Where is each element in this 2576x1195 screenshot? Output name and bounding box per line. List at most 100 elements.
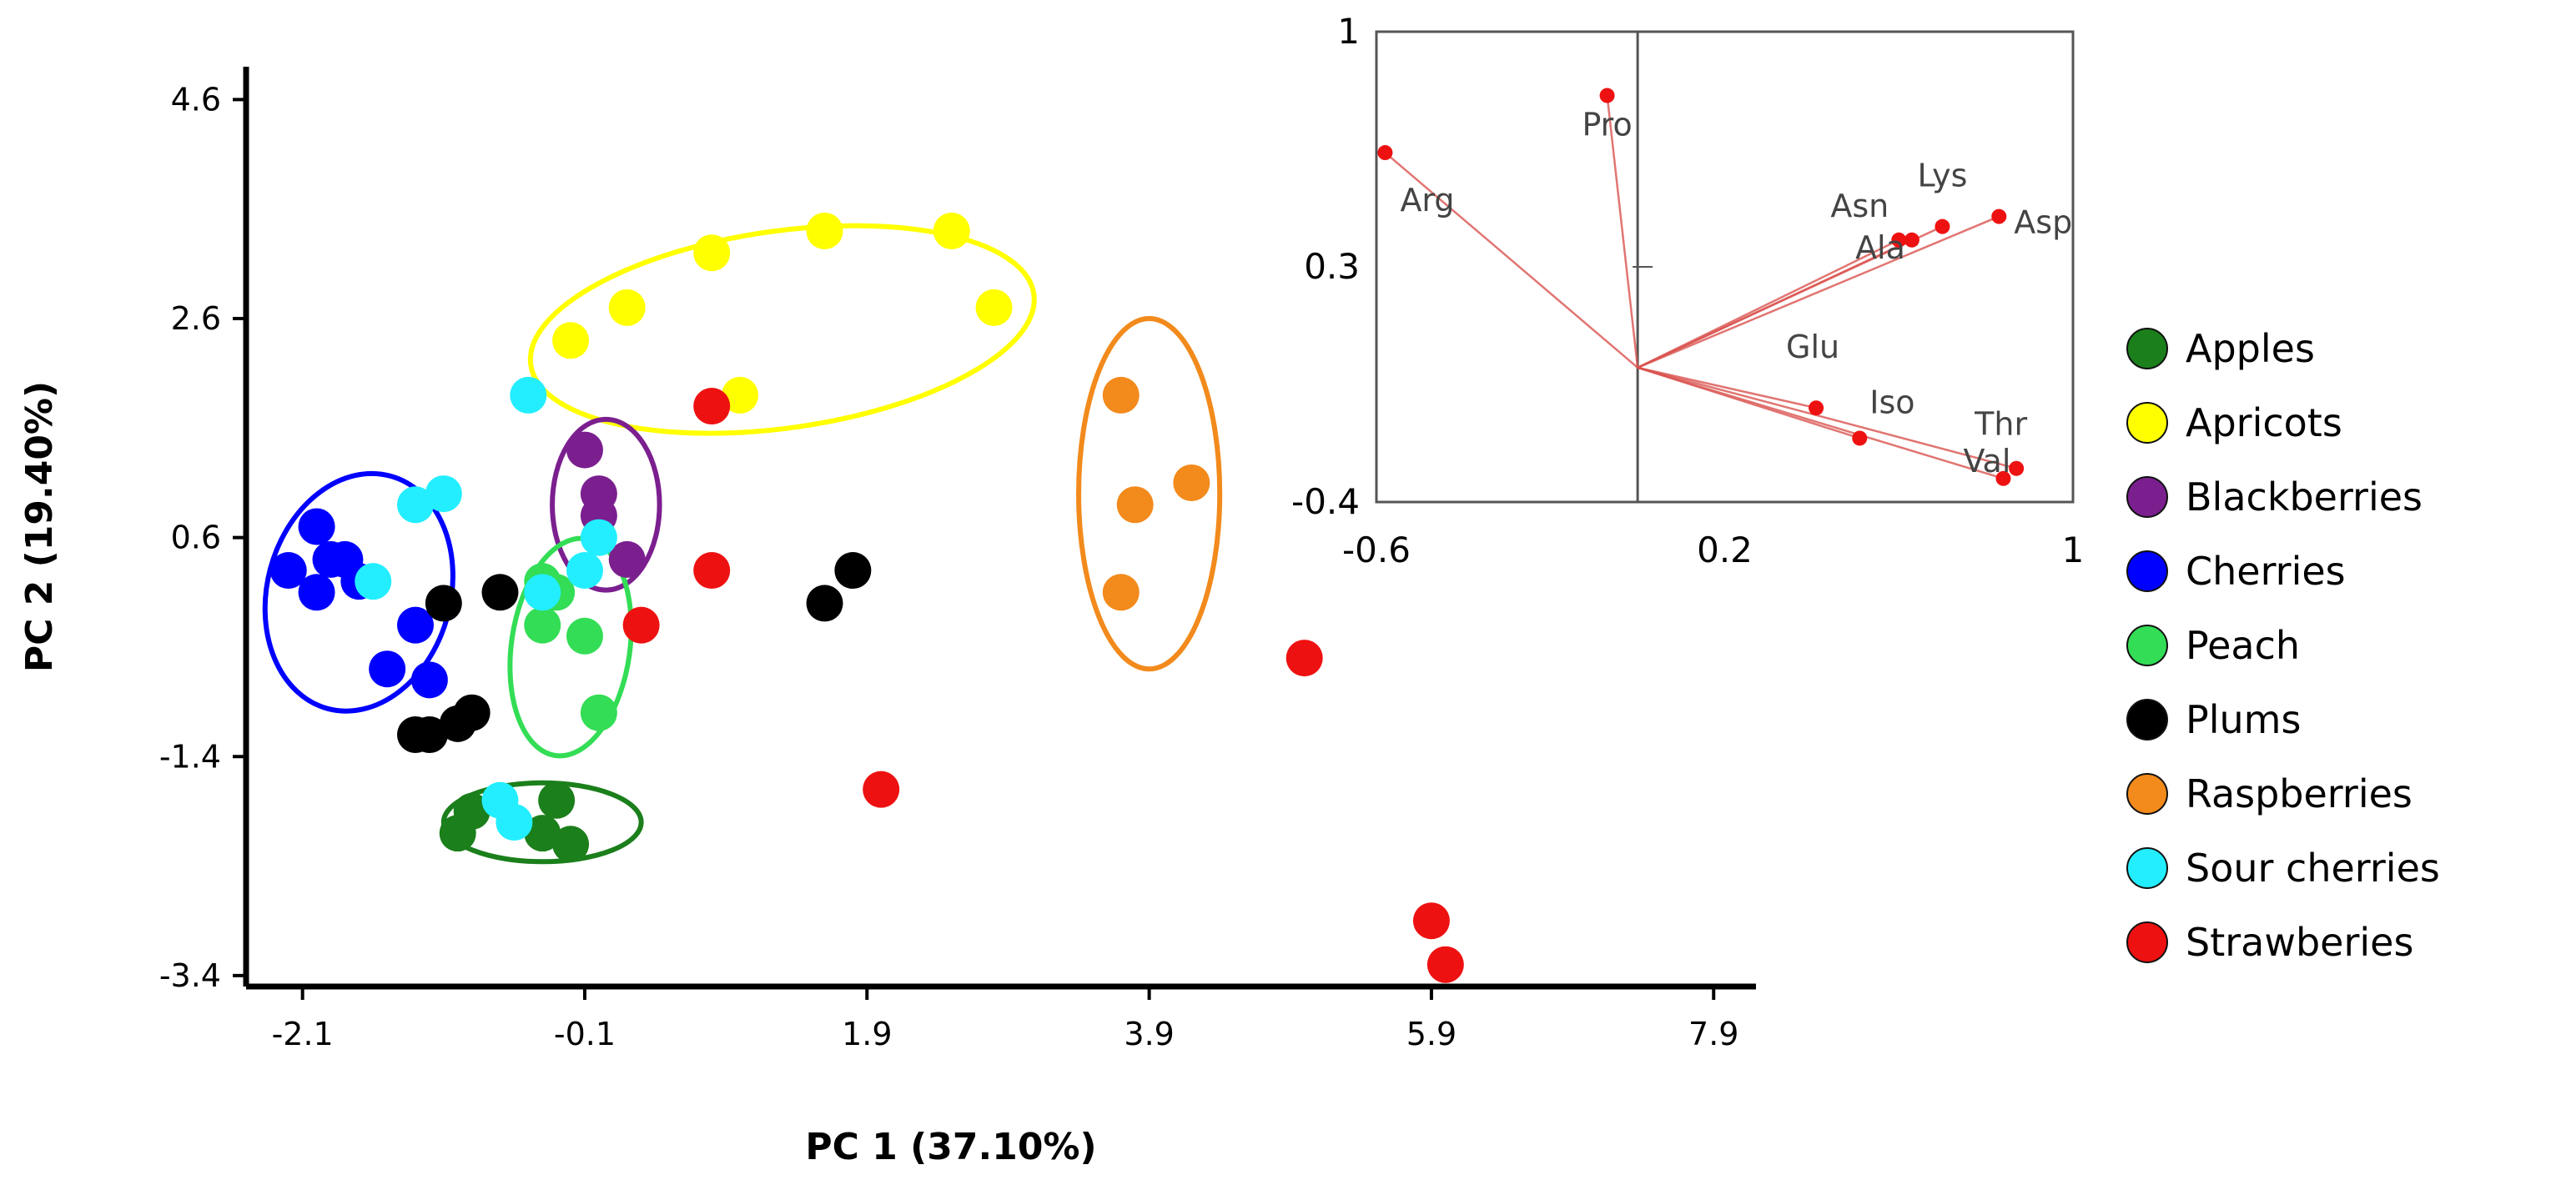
y-axis-title: PC 2 (19.40%): [18, 381, 61, 672]
cluster-ellipse-apricots: [527, 223, 1037, 436]
legend-label: Strawberies: [2186, 920, 2413, 965]
data-point-raspberries: [1116, 486, 1154, 524]
legend-marker: [2126, 699, 2168, 741]
legend: Apples Apricots Blackberries Cherries Peach P…: [2126, 326, 2440, 965]
loading-point: [1904, 232, 1919, 248]
x-tick-label: 5.9: [1406, 1016, 1457, 1052]
legend-marker: [2126, 773, 2168, 815]
loading-vector: [1606, 95, 1639, 368]
y-tick-label: 0.6: [171, 520, 221, 556]
loading-vector: [1384, 152, 1638, 369]
y-tick-label: -1.4: [159, 738, 221, 775]
loading-label: Ala: [1855, 229, 1905, 266]
legend-marker: [2126, 847, 2168, 889]
data-point-apples: [439, 815, 476, 852]
data-point-apples: [538, 781, 576, 819]
legend-label: Plums: [2186, 697, 2301, 742]
data-point-strawberies: [693, 388, 731, 425]
legend-marker: [2126, 625, 2168, 666]
data-point-apricots: [722, 376, 759, 414]
data-point-sour-cherries: [566, 552, 603, 590]
data-point-apricots: [975, 289, 1013, 326]
data-point-strawberies: [622, 606, 660, 644]
inset-x-tick-label: -0.6: [1342, 530, 1411, 570]
data-point-cherries: [269, 552, 307, 590]
data-point-strawberies: [1285, 640, 1323, 677]
data-point-plums: [396, 715, 434, 753]
inset-x-tick-label: 1: [2062, 530, 2085, 570]
data-point-blackberries: [566, 431, 603, 469]
x-tick-label: -0.1: [554, 1016, 616, 1052]
data-point-sour-cherries: [580, 519, 617, 556]
inset-y-tick-label: -0.4: [1291, 481, 1360, 522]
loading-point: [1935, 218, 1950, 234]
data-point-sour-cherries: [355, 563, 392, 600]
loading-point: [1995, 470, 2011, 486]
loading-vector: [1637, 238, 1913, 369]
y-tick-label: 2.6: [171, 300, 221, 337]
data-point-strawberies: [863, 771, 900, 808]
loading-label: Asp: [2014, 204, 2072, 241]
loading-vector: [1637, 366, 1817, 409]
loading-point: [1991, 208, 2007, 224]
data-point-blackberries: [608, 540, 646, 578]
score-plot: -2.1 -0.1 1.9 3.9 5.9 7.9 4.6 2.6 0.6 -1.4 -3.4 PC …: [18, 67, 1756, 1168]
loading-point: [2009, 460, 2025, 476]
loading-point: [1891, 232, 1907, 248]
legend-label: Apples: [2186, 326, 2315, 371]
data-point-apricots: [933, 212, 970, 249]
data-point-peach: [524, 606, 561, 644]
x-axis-title: PC 1 (37.10%): [805, 1126, 1096, 1168]
x-tick-label: 3.9: [1124, 1016, 1174, 1052]
loading-label: Lys: [1917, 158, 1967, 194]
data-point-strawberies: [1412, 902, 1450, 940]
data-point-apples: [524, 815, 561, 852]
data-point-apples: [552, 826, 590, 863]
cluster-ellipse-blackberries: [550, 416, 662, 593]
data-point-plums: [425, 585, 462, 622]
data-point-raspberries: [1173, 464, 1210, 501]
loading-label: Iso: [1869, 384, 1914, 420]
data-point-raspberries: [1102, 574, 1140, 611]
legend-label: Raspberries: [2186, 771, 2412, 816]
data-point-plums: [806, 585, 843, 622]
loading-vector: [1637, 366, 2004, 480]
data-point-cherries: [326, 540, 364, 578]
data-point-peach: [566, 617, 603, 655]
inset-frame: [1375, 30, 2075, 504]
legend-marker: [2126, 921, 2168, 963]
data-point-plums: [453, 694, 491, 731]
y-tick-label: 4.6: [171, 81, 221, 118]
legend-label: Apricots: [2186, 400, 2342, 445]
inset-y-tick-label: 0.3: [1304, 246, 1360, 287]
data-point-peach: [580, 694, 617, 731]
data-point-sour-cherries: [510, 376, 547, 414]
data-point-plums: [481, 574, 519, 611]
y-tick-label: -3.4: [159, 957, 221, 994]
loading-label: Val: [1964, 443, 2011, 480]
data-point-apricots: [693, 234, 731, 272]
inset-y-tick-label: 1: [1337, 11, 1360, 52]
loading-point: [1599, 88, 1615, 103]
legend-label: Sour cherries: [2186, 846, 2440, 891]
legend-label: Peach: [2186, 623, 2300, 668]
data-point-apricots: [552, 322, 590, 359]
legend-marker: [2126, 550, 2168, 592]
loading-vector: [1637, 215, 2000, 369]
data-point-strawberies: [1426, 946, 1464, 983]
legend-marker: [2126, 476, 2168, 518]
data-point-cherries: [369, 650, 406, 688]
data-point-cherries: [298, 574, 335, 611]
loading-point: [1852, 430, 1868, 446]
data-point-cherries: [298, 508, 335, 545]
legend-label: Blackberries: [2186, 474, 2423, 520]
data-point-apricots: [608, 289, 646, 326]
legend-marker: [2126, 402, 2168, 444]
loading-label: Asn: [1830, 188, 1889, 224]
loading-point: [1377, 145, 1393, 161]
x-tick-label: -2.1: [272, 1016, 334, 1052]
inset-x-tick-label: 0.2: [1697, 530, 1753, 570]
data-point-sour-cherries: [524, 574, 561, 611]
loading-point: [1809, 400, 1824, 416]
